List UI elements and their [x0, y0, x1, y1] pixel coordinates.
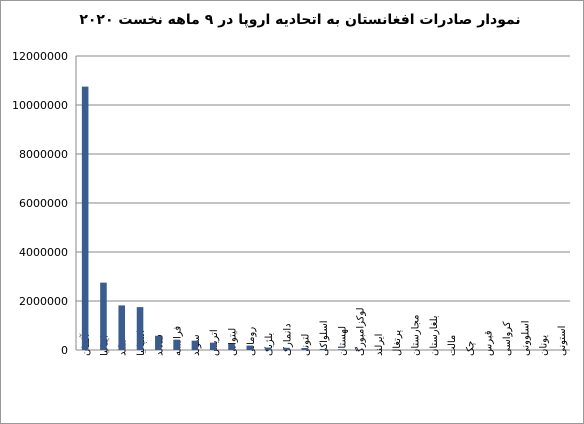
- bar: [264, 347, 272, 350]
- x-tick-label: استونی: [557, 326, 568, 356]
- bar: [283, 347, 290, 350]
- x-tick-label: اسلوونی: [520, 320, 531, 356]
- x-tick-label: ایرلند: [374, 334, 385, 356]
- x-tick-label: اسلواکی: [319, 320, 330, 356]
- bar: [338, 349, 345, 350]
- bar: [118, 305, 126, 350]
- x-tick-label: بلژیک: [264, 333, 275, 356]
- y-tick-label: 12000000: [12, 50, 68, 63]
- bar: [301, 348, 308, 350]
- bar: [246, 345, 254, 350]
- x-tick-label: لتونی: [301, 334, 312, 356]
- y-tick-label: 2000000: [19, 295, 68, 308]
- chart-title: نمودار صادرات افغانستان به اتحادیه اروپا…: [79, 12, 520, 28]
- bar: [191, 340, 199, 350]
- x-tick-label: پرتغال: [392, 330, 403, 356]
- y-tick-label: 4000000: [19, 246, 68, 259]
- y-tick-label: 8000000: [19, 148, 68, 161]
- bar: [100, 282, 107, 350]
- x-tick-label: قبرس: [484, 330, 495, 356]
- x-tick-label: لیتوانی: [228, 328, 239, 356]
- y-tick-label: 0: [61, 344, 68, 357]
- x-tick-label: دانمارک: [282, 323, 293, 356]
- y-tick-label: 10000000: [12, 99, 68, 112]
- x-tick-label: یونان: [539, 335, 550, 356]
- x-tick-label: مالت: [447, 335, 458, 356]
- x-tick-label: بلغارستان: [429, 315, 440, 356]
- x-tick-label: لهستان: [337, 326, 348, 356]
- x-tick-label: رومانی: [246, 327, 257, 356]
- y-tick-label: 6000000: [19, 197, 68, 210]
- bar: [319, 349, 327, 350]
- bar: [228, 343, 235, 350]
- bar: [173, 339, 180, 350]
- x-tick-label: چک: [465, 341, 476, 356]
- bar: [209, 342, 217, 350]
- bar: [136, 307, 144, 350]
- bar: [81, 86, 89, 350]
- x-tick-label: مجارستان: [410, 315, 421, 356]
- x-tick-label: لوکزامبورگ: [354, 307, 367, 356]
- x-tick-label: کرواسی: [502, 321, 513, 356]
- bar: [155, 335, 162, 350]
